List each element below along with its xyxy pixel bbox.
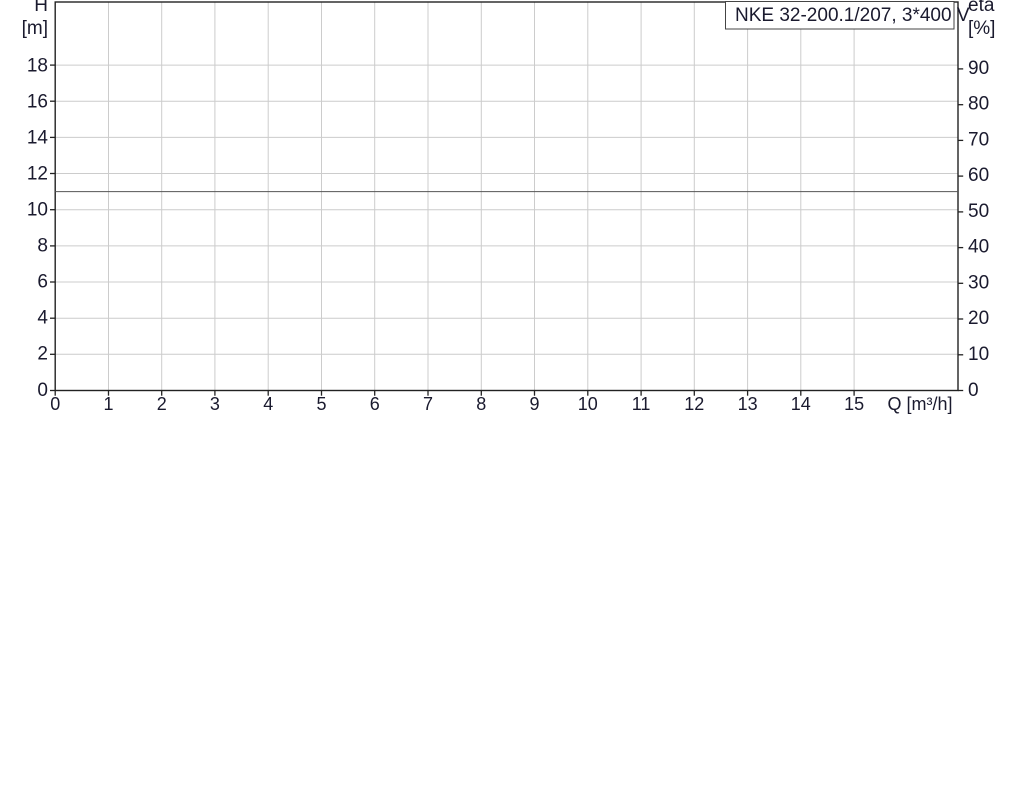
svg-text:30: 30 [968,272,989,293]
svg-text:1: 1 [103,394,113,414]
svg-text:0: 0 [968,380,979,401]
svg-text:13: 13 [738,394,758,414]
svg-text:18: 18 [27,56,48,77]
svg-text:10: 10 [27,200,48,221]
svg-text:6: 6 [370,394,380,414]
svg-text:12: 12 [684,394,704,414]
svg-text:40: 40 [968,237,989,258]
svg-text:6: 6 [37,272,48,293]
svg-text:15: 15 [844,394,864,414]
svg-text:50: 50 [968,201,989,222]
svg-text:70: 70 [968,129,989,150]
svg-text:0: 0 [37,380,48,401]
svg-text:2: 2 [37,344,48,365]
svg-text:90: 90 [968,58,989,79]
svg-text:20: 20 [968,308,989,329]
svg-text:Q [m³/h]: Q [m³/h] [887,394,952,414]
svg-text:5: 5 [316,394,326,414]
svg-text:16: 16 [27,92,48,113]
svg-text:4: 4 [263,394,273,414]
svg-text:[%]: [%] [968,18,995,39]
svg-text:eta: eta [968,0,995,16]
svg-text:H: H [34,0,48,16]
svg-text:80: 80 [968,94,989,115]
svg-text:0: 0 [50,394,60,414]
svg-text:14: 14 [791,394,811,414]
svg-text:8: 8 [476,394,486,414]
svg-text:9: 9 [529,394,539,414]
svg-text:14: 14 [27,128,49,149]
svg-text:8: 8 [37,236,48,257]
svg-text:NKE 32-200.1/207, 3*400 V: NKE 32-200.1/207, 3*400 V [735,5,970,26]
svg-text:4: 4 [37,308,48,329]
svg-text:7: 7 [423,394,433,414]
svg-text:12: 12 [27,164,48,185]
svg-text:10: 10 [578,394,598,414]
svg-text:11: 11 [632,394,651,414]
svg-text:60: 60 [968,165,989,186]
svg-text:2: 2 [157,394,167,414]
svg-text:[m]: [m] [22,18,48,39]
svg-text:10: 10 [968,344,989,365]
svg-text:3: 3 [210,394,220,414]
